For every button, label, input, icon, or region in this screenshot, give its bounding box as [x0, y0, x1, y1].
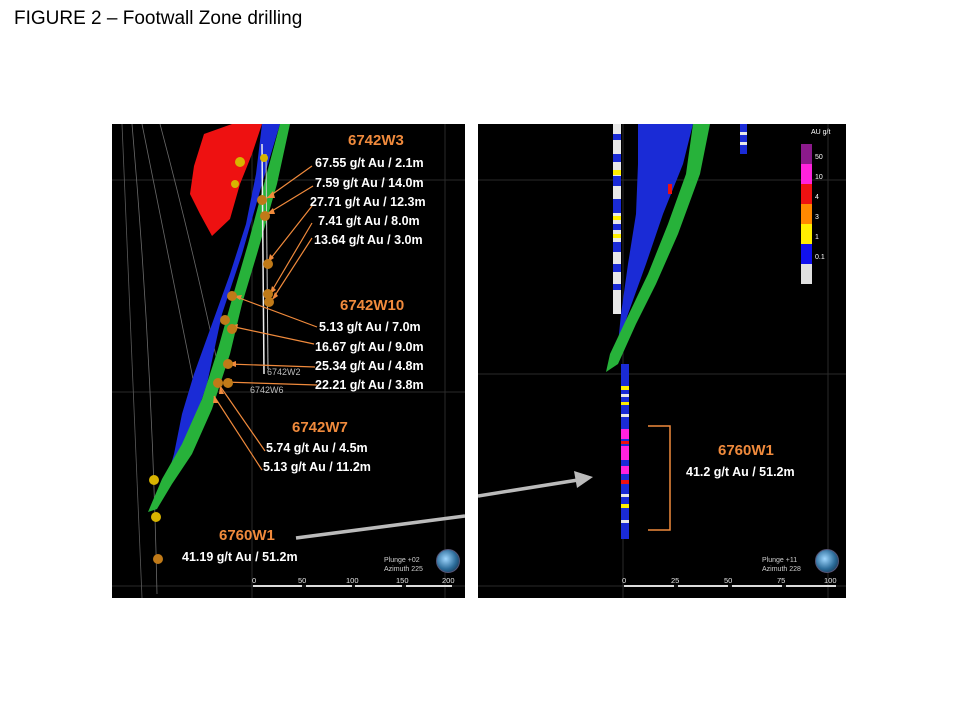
intercept-label: 5.13 g/t Au / 7.0m: [319, 320, 421, 334]
legend-label: 0.1: [815, 254, 825, 261]
scale-tick: 0: [622, 576, 627, 585]
intercept-label: 27.71 g/t Au / 12.3m: [310, 195, 426, 209]
intercept-label: 16.67 g/t Au / 9.0m: [315, 340, 424, 354]
hole-name-6742w3: 6742W3: [348, 132, 404, 149]
view-azimuth: Azimuth 228: [762, 566, 801, 573]
left-section-view: 6742W3 67.55 g/t Au / 2.1m 7.59 g/t Au /…: [112, 124, 465, 598]
intercept-label: 13.64 g/t Au / 3.0m: [314, 233, 423, 247]
intercept-label: 25.34 g/t Au / 4.8m: [315, 359, 424, 373]
view-plunge: Plunge +02: [384, 557, 420, 564]
figure-title: FIGURE 2 – Footwall Zone drilling: [14, 8, 303, 29]
legend-swatch: [801, 264, 812, 284]
intercept-label: 41.19 g/t Au / 51.2m: [182, 550, 298, 564]
intercept-bracket: [648, 425, 671, 531]
intercept-label: 7.59 g/t Au / 14.0m: [315, 176, 424, 190]
intercept-label: 22.21 g/t Au / 3.8m: [315, 378, 424, 392]
scale-tick: 25: [671, 576, 680, 585]
right-section-graphics: [478, 124, 846, 598]
scale-tick: 75: [777, 576, 786, 585]
legend-label: 4: [815, 194, 819, 201]
intercept-label: 41.2 g/t Au / 51.2m: [686, 465, 795, 479]
hole-name-6760w1: 6760W1: [219, 527, 275, 544]
legend-swatch: [801, 224, 812, 244]
red-ore-body: [190, 124, 262, 236]
view-orientation-icon: [436, 549, 460, 573]
legend-label: 10: [815, 174, 823, 181]
view-plunge: Plunge +11: [762, 557, 798, 564]
hole-name-6760w1-right: 6760W1: [718, 442, 774, 459]
legend-swatch: [801, 144, 812, 164]
intercept-label: 67.55 g/t Au / 2.1m: [315, 156, 424, 170]
legend-label: 3: [815, 214, 819, 221]
legend-title: AU g/t: [811, 129, 831, 136]
view-orientation-icon: [815, 549, 839, 573]
scale-tick: 100: [824, 576, 837, 585]
scale-tick: 0: [252, 576, 257, 585]
trace-label-6742w6: 6742W6: [250, 385, 284, 395]
scale-tick: 200: [442, 576, 455, 585]
intercept-label: 7.41 g/t Au / 8.0m: [318, 214, 420, 228]
scale-tick: 150: [396, 576, 409, 585]
legend-label: 1: [815, 234, 819, 241]
legend-label: 50: [815, 154, 823, 161]
legend-swatch: [801, 204, 812, 224]
scale-tick: 50: [724, 576, 733, 585]
hole-name-6742w7: 6742W7: [292, 419, 348, 436]
view-azimuth: Azimuth 225: [384, 566, 423, 573]
legend-swatch: [801, 184, 812, 204]
legend-swatch: [801, 164, 812, 184]
green-ore-lens: [148, 124, 290, 512]
scale-tick: 50: [298, 576, 307, 585]
blue-ore-lens: [618, 124, 693, 344]
green-ore-lens: [606, 124, 710, 372]
hole-name-6742w10: 6742W10: [340, 297, 405, 314]
left-section-graphics: [112, 124, 465, 598]
blue-ore-lens: [164, 124, 280, 489]
intercept-label: 5.13 g/t Au / 11.2m: [263, 460, 371, 474]
scale-tick: 100: [346, 576, 359, 585]
intercept-label: 5.74 g/t Au / 4.5m: [266, 441, 368, 455]
legend-swatch: [801, 244, 812, 264]
trace-label-6742w2: 6742W2: [267, 367, 301, 377]
right-section-view: AU g/t 50 10 4 3 1 0.1 6760W1 41.2 g/t Au / 5…: [478, 124, 846, 598]
